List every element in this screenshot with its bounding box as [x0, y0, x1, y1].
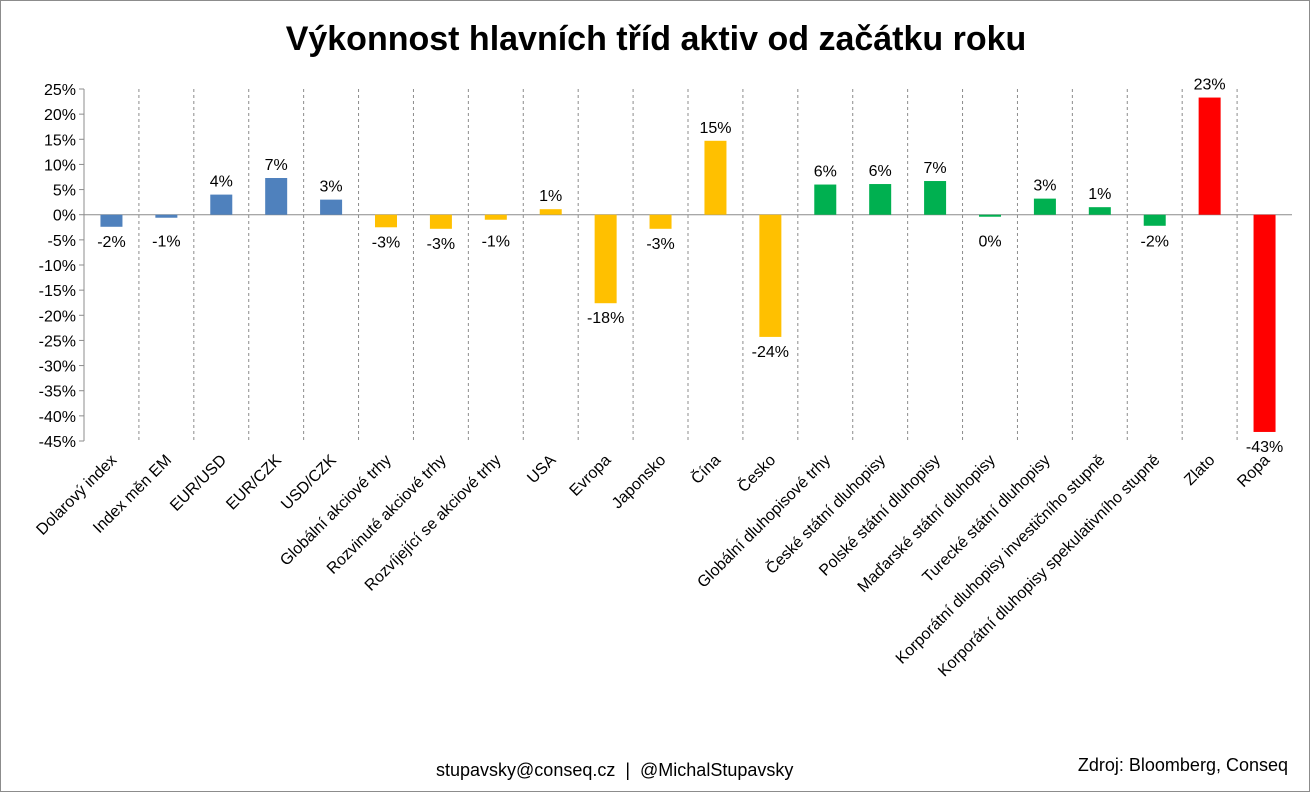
- bar: [265, 178, 288, 215]
- category-label: EUR/USD: [167, 452, 230, 515]
- category-label: Ropa: [1234, 452, 1273, 491]
- category-label: Evropa: [567, 452, 615, 500]
- y-tick-label: 0%: [53, 208, 76, 225]
- data-label: 7%: [924, 160, 947, 177]
- bar: [320, 199, 343, 215]
- y-tick-label: -10%: [39, 258, 76, 275]
- category-label: Korporátní dluhopisy investičního stupně: [893, 452, 1109, 668]
- bar: [539, 209, 562, 215]
- bar: [1198, 97, 1221, 215]
- data-label: 6%: [869, 163, 892, 180]
- footer-contact: stupavsky@conseq.cz | @MichalStupavsky: [436, 760, 794, 780]
- bar: [1143, 214, 1166, 226]
- bar: [594, 214, 617, 304]
- y-tick-label: 25%: [44, 82, 76, 99]
- bar-layer: [100, 97, 1276, 432]
- data-label: -2%: [97, 234, 125, 251]
- data-label: 3%: [1033, 178, 1056, 195]
- data-label: -43%: [1246, 439, 1283, 456]
- y-tick-label: 15%: [44, 132, 76, 149]
- y-tick-label: -25%: [39, 333, 76, 350]
- category-label: Česko: [734, 450, 780, 496]
- bar: [869, 184, 892, 215]
- data-label: 15%: [699, 120, 731, 137]
- y-tick-label: -20%: [39, 308, 76, 325]
- data-label: -3%: [372, 234, 400, 251]
- y-tick-label: 5%: [53, 183, 76, 200]
- y-tick-label: -15%: [39, 283, 76, 300]
- data-label: -2%: [1141, 234, 1169, 251]
- data-label: -24%: [752, 344, 789, 361]
- category-label: USA: [524, 452, 560, 488]
- bar: [155, 214, 178, 218]
- y-tick-label: -30%: [39, 359, 76, 376]
- bar: [484, 214, 507, 220]
- bar: [1033, 198, 1056, 215]
- bar: [375, 214, 397, 228]
- bar: [1253, 214, 1276, 432]
- bar: [924, 181, 947, 215]
- bar: [1088, 207, 1111, 215]
- data-label: 1%: [1088, 186, 1111, 203]
- data-label: -1%: [482, 234, 510, 251]
- category-label: Japonsko: [609, 452, 670, 513]
- category-label: Zlato: [1181, 452, 1218, 489]
- data-label: -1%: [152, 234, 180, 251]
- axis-layer: -45% -40% -35% -30% -25% -20% -15% -10% -5% 0% 5% 1…: [39, 82, 1292, 451]
- grid-layer: [138, 89, 1238, 441]
- label-layer: -2% -1% 4% 7% 3% -3% -3% -1% 1% -18% -3% 15% -24% 6% 6…: [97, 77, 1283, 456]
- bar: [814, 184, 837, 215]
- category-label: Globální akciové trhy: [277, 452, 395, 570]
- category-label: Čína: [687, 450, 724, 487]
- data-label: 7%: [265, 157, 288, 174]
- bar: [429, 214, 452, 229]
- category-label: EUR/CZK: [223, 452, 285, 514]
- footer-source: Zdroj: Bloomberg, Conseq: [1077, 755, 1288, 775]
- y-tick-label: -35%: [39, 384, 76, 401]
- y-tick-label: -40%: [39, 409, 76, 426]
- y-tick-label: -5%: [48, 233, 76, 250]
- bar: [704, 140, 727, 215]
- bar: [100, 214, 123, 227]
- data-label: 4%: [210, 174, 233, 191]
- y-tick-label: -45%: [39, 434, 76, 451]
- data-label: 3%: [320, 179, 343, 196]
- data-label: -18%: [587, 310, 624, 327]
- bar: [210, 194, 233, 215]
- bar: [649, 214, 672, 229]
- data-label: 1%: [539, 188, 562, 205]
- y-tick-label: 20%: [44, 107, 76, 124]
- data-label: -3%: [646, 236, 674, 253]
- data-label: 23%: [1194, 77, 1226, 94]
- chart-title: Výkonnost hlavních tříd aktiv od začátku…: [285, 20, 1027, 58]
- bar: [979, 214, 1001, 217]
- bar: [759, 214, 782, 337]
- data-label: 0%: [978, 234, 1001, 251]
- data-label: 6%: [814, 164, 837, 181]
- data-label: -3%: [427, 236, 455, 253]
- y-tick-label: 10%: [44, 157, 76, 174]
